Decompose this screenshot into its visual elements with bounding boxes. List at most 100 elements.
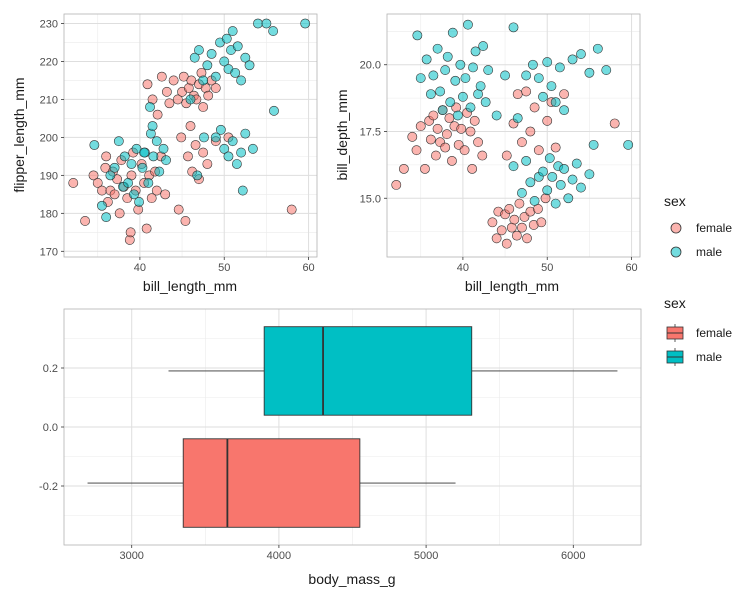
point-male bbox=[525, 177, 536, 188]
y-tick-label: 180 bbox=[40, 208, 58, 220]
point-female bbox=[391, 180, 402, 190]
y-tick-label: 230 bbox=[40, 18, 58, 30]
point-male bbox=[588, 139, 599, 150]
point-female bbox=[398, 163, 409, 174]
point-male bbox=[198, 75, 209, 86]
point-female bbox=[156, 71, 167, 82]
point-male bbox=[126, 159, 137, 169]
point-female bbox=[203, 90, 214, 101]
point-female bbox=[168, 75, 179, 86]
legend-sex-boxes: sex female male bbox=[664, 295, 732, 366]
point-male bbox=[437, 105, 448, 116]
point-female bbox=[415, 121, 426, 132]
panel-border bbox=[386, 13, 641, 258]
legend-label-male: male bbox=[696, 350, 722, 364]
point-male bbox=[542, 57, 553, 67]
y-tick-label: 20.0 bbox=[360, 60, 381, 72]
point-male bbox=[237, 185, 248, 196]
point-male bbox=[508, 22, 519, 33]
legend-key-male bbox=[670, 246, 682, 258]
point-male bbox=[508, 161, 519, 172]
point-male bbox=[592, 43, 603, 54]
point-female bbox=[514, 198, 525, 209]
point-male bbox=[542, 185, 553, 196]
gridlines bbox=[387, 14, 640, 257]
point-male bbox=[154, 166, 165, 177]
point-male bbox=[450, 75, 461, 86]
point-male bbox=[300, 18, 311, 29]
point-male bbox=[521, 70, 532, 81]
point-female bbox=[185, 121, 196, 131]
point-female bbox=[517, 137, 527, 148]
point-male bbox=[206, 48, 217, 59]
point-female bbox=[180, 216, 191, 226]
point-male bbox=[89, 140, 100, 150]
point-female bbox=[202, 159, 213, 169]
point-female bbox=[161, 86, 172, 97]
x-tick-label: 40 bbox=[134, 262, 146, 274]
point-female bbox=[540, 193, 551, 204]
point-male bbox=[546, 81, 557, 91]
y-tick-label: 200 bbox=[40, 132, 58, 144]
point-female bbox=[92, 178, 103, 188]
x-tick-label: 50 bbox=[218, 262, 230, 274]
boxes bbox=[87, 326, 618, 528]
point-male bbox=[576, 182, 586, 193]
box-male bbox=[263, 326, 473, 416]
point-male bbox=[533, 73, 544, 83]
point-male bbox=[442, 51, 453, 62]
point-male bbox=[432, 43, 443, 54]
point-male bbox=[478, 41, 489, 51]
point-male bbox=[460, 73, 471, 83]
x-tick-label: 60 bbox=[625, 262, 637, 274]
y-axis-title: bill_depth_mm bbox=[334, 89, 350, 180]
point-male bbox=[268, 26, 279, 36]
point-male bbox=[123, 178, 133, 188]
point-male bbox=[215, 124, 226, 135]
data-points bbox=[391, 19, 634, 249]
point-male bbox=[567, 54, 578, 65]
point-female bbox=[420, 163, 430, 174]
point-female bbox=[542, 115, 553, 126]
point-female bbox=[411, 145, 422, 156]
point-male bbox=[232, 41, 243, 52]
x-tick-label: 4000 bbox=[267, 550, 291, 562]
point-female bbox=[501, 238, 512, 249]
point-male bbox=[227, 26, 238, 36]
point-female bbox=[517, 222, 527, 233]
point-male bbox=[219, 143, 230, 154]
point-male bbox=[185, 94, 196, 105]
x-tick-label: 3000 bbox=[119, 550, 143, 562]
point-female bbox=[210, 83, 221, 93]
point-male bbox=[555, 180, 566, 190]
point-male bbox=[470, 46, 481, 57]
point-female bbox=[609, 118, 620, 129]
legend-label-female: female bbox=[696, 221, 732, 235]
point-male bbox=[435, 86, 446, 97]
y-tick-label: 0.0 bbox=[43, 422, 58, 434]
point-male bbox=[151, 136, 162, 147]
point-male bbox=[101, 212, 112, 223]
point-male bbox=[554, 62, 565, 73]
point-female bbox=[431, 150, 441, 161]
point-female bbox=[198, 102, 209, 112]
point-female bbox=[529, 102, 540, 113]
x-axis-title: body_mass_g bbox=[308, 571, 395, 587]
point-male bbox=[455, 59, 466, 70]
point-male bbox=[253, 18, 263, 29]
point-female bbox=[109, 189, 120, 200]
x-tick-label: 50 bbox=[541, 262, 553, 274]
point-male bbox=[412, 30, 423, 41]
point-male bbox=[550, 97, 561, 108]
point-female bbox=[477, 150, 488, 161]
point-female bbox=[173, 204, 184, 215]
point-male bbox=[550, 198, 561, 209]
legend-key-male bbox=[666, 348, 684, 366]
legend-label-female: female bbox=[696, 326, 732, 340]
point-female bbox=[501, 150, 512, 161]
point-male bbox=[240, 128, 251, 139]
point-male bbox=[538, 166, 548, 177]
point-female bbox=[533, 145, 544, 156]
point-female bbox=[88, 170, 99, 181]
y-axis-title: flipper_length_mm bbox=[11, 77, 27, 192]
